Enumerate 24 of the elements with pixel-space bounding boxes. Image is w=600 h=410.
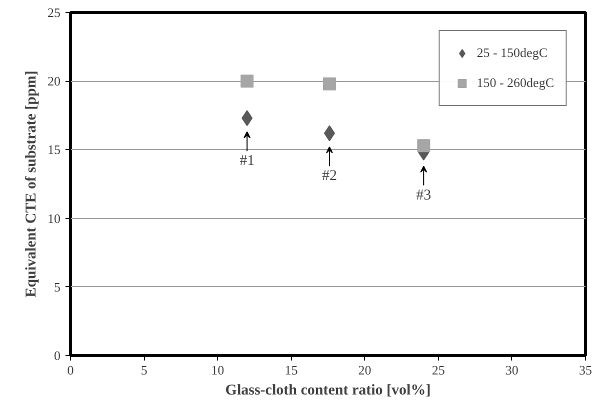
x-tick-label: 10	[211, 362, 224, 378]
legend-label: 150 - 260degC	[476, 75, 554, 91]
y-tick-label: 15	[48, 142, 60, 158]
x-tick-label: 15	[284, 362, 298, 378]
x-tick-label: 30	[505, 362, 518, 378]
y-tick-label: 0	[54, 348, 60, 363]
annotation: #1	[240, 153, 255, 170]
x-tick-label: 0	[67, 362, 74, 378]
annotation: #2	[322, 168, 337, 184]
x-tick-label: 20	[358, 362, 372, 378]
y-tick-label: 10	[48, 210, 60, 226]
point	[417, 139, 430, 152]
y-tick-label: 20	[48, 74, 60, 89]
x-tick-label: 25	[432, 362, 445, 378]
y-tick-label: 25	[48, 5, 60, 20]
annotation: #3	[416, 187, 432, 204]
y-axis-title: Equivalent CTE of substrate [ppm]	[24, 70, 40, 298]
point	[322, 77, 336, 90]
legend-label: 25 - 150degC	[476, 45, 548, 61]
x-axis-title: Glass-cloth content ratio [vol%]	[225, 382, 431, 398]
point	[240, 74, 254, 88]
x-tick-label: 35	[579, 362, 592, 378]
y-tick-label: 5	[54, 279, 60, 294]
x-tick-label: 5	[140, 362, 148, 378]
